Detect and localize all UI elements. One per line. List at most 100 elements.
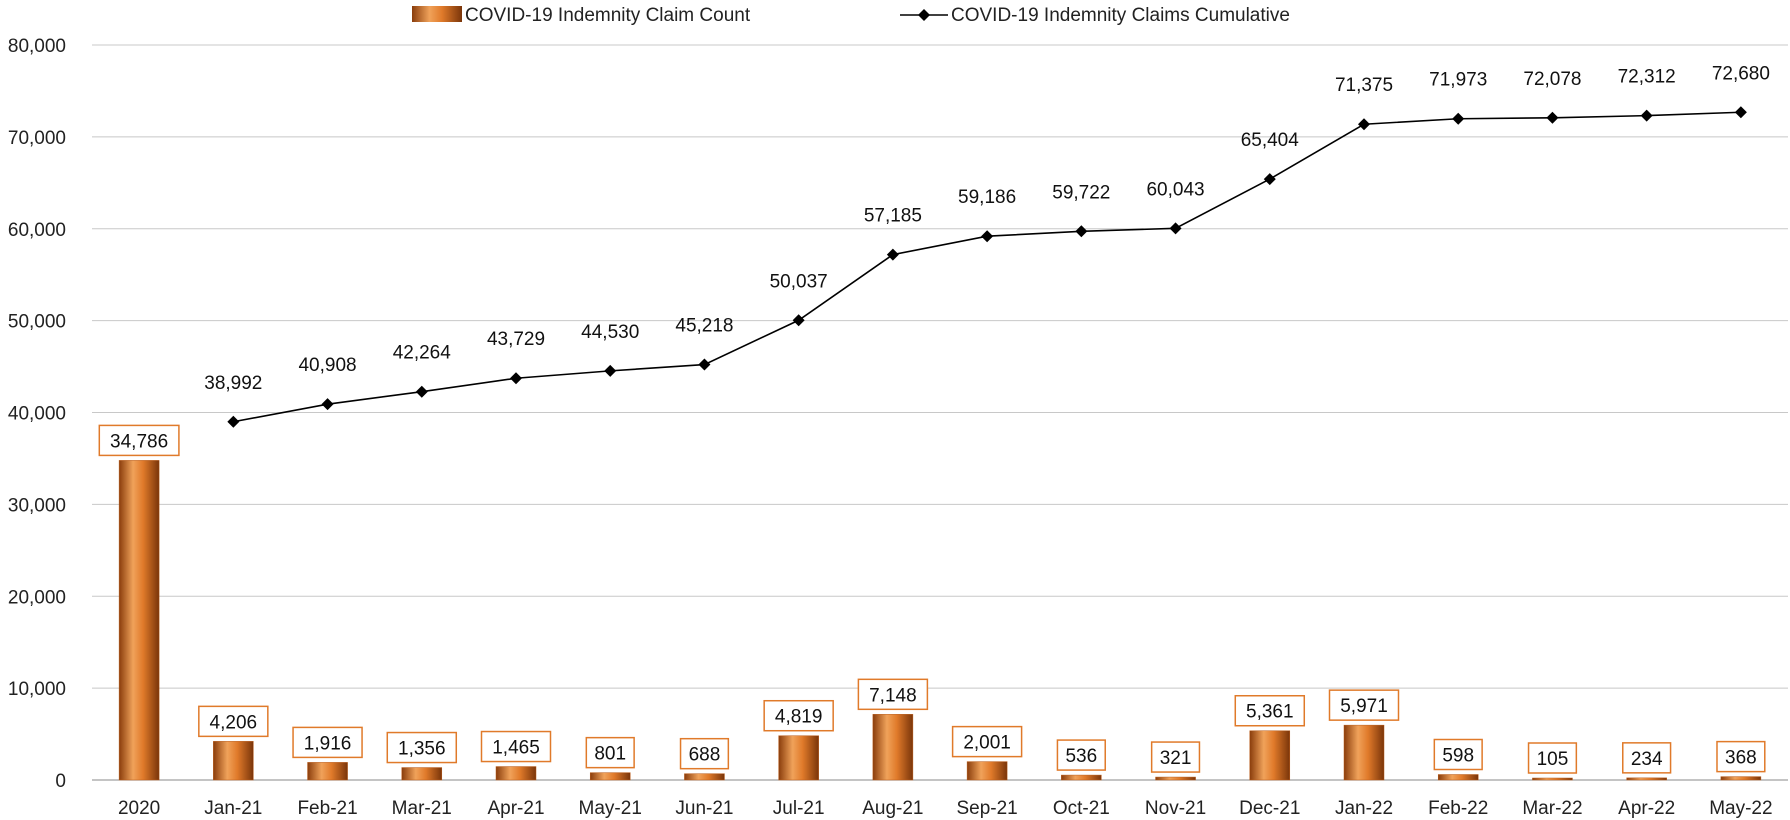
- x-tick-label: Feb-21: [297, 798, 357, 819]
- gridlines: [92, 44, 1788, 781]
- line-data-label: 57,185: [864, 206, 922, 227]
- bar: [1720, 776, 1762, 781]
- bar: [401, 767, 443, 781]
- y-tick-label: 60,000: [8, 220, 66, 241]
- line-series: [227, 106, 1747, 428]
- bar-data-label: 801: [594, 744, 626, 765]
- x-tick-label: Oct-21: [1053, 798, 1110, 819]
- line-data-label: 59,722: [1052, 182, 1110, 203]
- legend-bar-label: COVID-19 Indemnity Claim Count: [465, 5, 751, 26]
- bar-data-label: 34,786: [110, 431, 168, 452]
- bar-data-label-box: [386, 731, 458, 764]
- bar: [307, 762, 348, 781]
- bar: [213, 741, 254, 781]
- y-axis-ticks: 0 10,000 20,000 30,000 40,000 50,000 60,000 70,…: [8, 36, 66, 792]
- bar-data-label-box: [763, 699, 834, 732]
- line-data-label: 42,264: [393, 343, 452, 364]
- bar-data-label-box: [1056, 739, 1106, 771]
- bar-data-label-box: [480, 730, 552, 763]
- bar-data-label: 4,819: [775, 707, 823, 728]
- line-data-label: 43,729: [487, 329, 545, 350]
- legend-line-label: COVID-19 Indemnity Claims Cumulative: [951, 5, 1290, 26]
- bar-data-label-box: [1328, 689, 1400, 721]
- bar: [966, 761, 1008, 781]
- bar-data-label-box: [198, 705, 269, 738]
- x-tick-label: Apr-22: [1618, 798, 1675, 819]
- x-tick-label: Feb-22: [1428, 798, 1488, 819]
- line-point: [227, 415, 240, 428]
- bar: [118, 460, 160, 781]
- y-tick-label: 80,000: [8, 36, 66, 57]
- line-data-label: 59,186: [958, 187, 1016, 208]
- bar-data-label: 234: [1631, 749, 1663, 770]
- line-data-label: 71,375: [1335, 75, 1393, 96]
- bar-data-label: 536: [1065, 746, 1097, 767]
- x-tick-label: Jan-22: [1335, 798, 1393, 819]
- bar-data-label: 105: [1537, 749, 1569, 770]
- y-tick-label: 70,000: [8, 128, 66, 149]
- x-tick-label: Dec-21: [1239, 798, 1300, 819]
- bar-series: [118, 460, 1762, 781]
- bar-data-label: 1,356: [398, 739, 446, 760]
- line-point: [1169, 222, 1182, 235]
- x-tick-label: May-22: [1709, 798, 1772, 819]
- bar-data-label-box: [1433, 738, 1483, 771]
- bar: [1155, 776, 1196, 781]
- bar: [684, 773, 725, 781]
- x-tick-label: Sep-21: [956, 798, 1017, 819]
- bar: [589, 772, 631, 781]
- x-tick-label: Nov-21: [1145, 798, 1206, 819]
- y-tick-label: 0: [55, 771, 66, 792]
- bar: [1343, 724, 1385, 781]
- line-point: [510, 372, 522, 385]
- cumulative-line: [233, 111, 1741, 423]
- line-data-label: 72,078: [1523, 69, 1581, 90]
- bar-data-label-box: [585, 736, 635, 769]
- line-data-label: 50,037: [770, 271, 828, 292]
- bar-data-label-box: [1234, 694, 1306, 727]
- line-data-label: 60,043: [1146, 179, 1204, 200]
- bar-data-label: 1,916: [304, 733, 352, 754]
- x-tick-label: Apr-21: [487, 798, 544, 819]
- bar-data-label: 598: [1442, 746, 1474, 767]
- bar-data-label-box: [292, 726, 363, 759]
- bar: [1061, 774, 1102, 781]
- x-tick-label: 2020: [118, 798, 160, 819]
- bar-data-label: 4,206: [210, 712, 258, 733]
- bar-data-label-box: [1527, 742, 1578, 774]
- line-point: [1452, 112, 1465, 125]
- line-point: [1734, 106, 1747, 119]
- bar-data-label-box: [1622, 742, 1672, 774]
- line-point: [1075, 225, 1088, 238]
- line-data-label: 71,973: [1429, 70, 1487, 91]
- line-data-label: 72,312: [1618, 67, 1676, 88]
- line-data-label: 65,404: [1241, 130, 1300, 151]
- bar-data-label: 688: [689, 745, 721, 766]
- y-tick-label: 30,000: [8, 495, 66, 516]
- bar-data-label-box: [98, 424, 180, 457]
- y-tick-label: 50,000: [8, 312, 66, 333]
- line-data-label: 40,908: [298, 355, 356, 376]
- bar-data-labels: 34,786 4,206 1,916 1,356 1,465 801 688 4,819 7,1…: [98, 424, 1766, 774]
- x-tick-label: Jul-21: [773, 798, 825, 819]
- bar-data-label-box: [951, 725, 1023, 758]
- line-point: [792, 314, 805, 327]
- bar-data-label: 321: [1160, 748, 1192, 769]
- bar: [1249, 730, 1291, 781]
- legend-line-marker: [918, 9, 930, 21]
- bar-data-label: 5,971: [1340, 696, 1388, 717]
- line-point: [698, 358, 711, 371]
- legend: COVID-19 Indemnity Claim Count COVID-19 I…: [412, 5, 1290, 26]
- line-point: [981, 230, 994, 243]
- bar-data-label: 7,148: [869, 685, 917, 706]
- line-data-label: 44,530: [581, 322, 639, 343]
- line-data-label: 45,218: [675, 316, 733, 337]
- line-point: [1546, 111, 1559, 124]
- bar: [778, 735, 819, 781]
- bar: [1437, 774, 1479, 781]
- bar-data-label-box: [679, 737, 730, 770]
- x-tick-label: Jun-21: [675, 798, 733, 819]
- line-data-label: 72,680: [1712, 63, 1770, 84]
